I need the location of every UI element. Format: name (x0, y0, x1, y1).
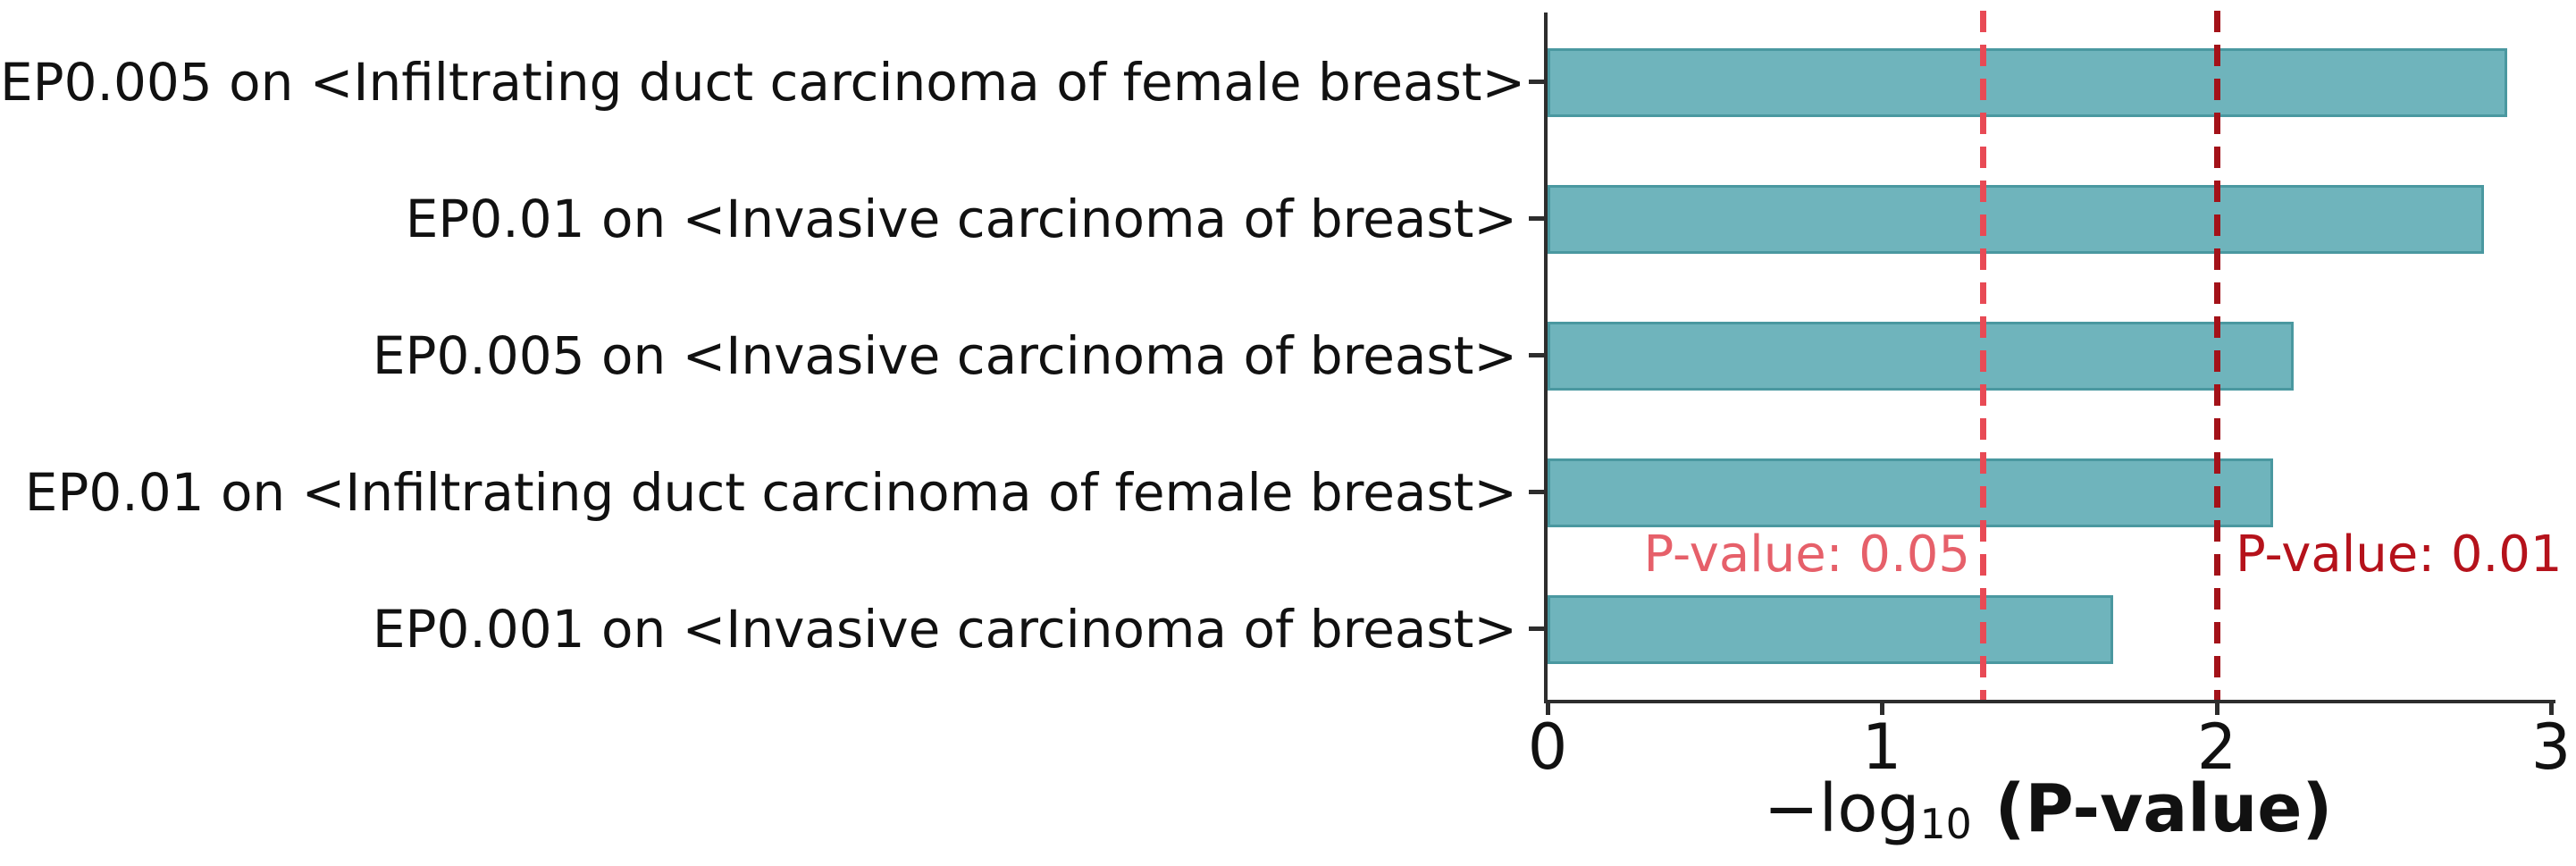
bar (1548, 322, 2294, 391)
category-label: EP0.005 on <Invasive carcinoma of breast… (372, 325, 1517, 386)
x-axis-tick-label: 0 (1527, 710, 1568, 784)
category-label: EP0.001 on <Invasive carcinoma of breast… (372, 599, 1517, 660)
y-axis-tick (1529, 216, 1544, 221)
x-axis-title-log-text: −log (1763, 770, 1920, 847)
y-axis-tick (1529, 490, 1544, 494)
x-axis-title-log-subscript: 10 (1919, 800, 1972, 849)
x-axis-tick (2215, 700, 2219, 715)
x-axis-title: −log10 (P-value) (1544, 770, 2552, 855)
category-label: EP0.005 on <Infiltrating duct carcinoma … (0, 52, 1526, 113)
x-axis-tick-label: 3 (2530, 710, 2572, 784)
y-axis-tick (1529, 80, 1544, 84)
x-axis-tick (1880, 700, 1884, 715)
x-axis-title-pvalue-text: (P-value) (1971, 770, 2333, 847)
reference-line-label: P-value: 0.05 (1643, 525, 1970, 584)
reference-line-label: P-value: 0.01 (2236, 525, 2563, 584)
y-axis-tick (1529, 353, 1544, 357)
x-axis-tick-label: 1 (1861, 710, 1902, 784)
bar (1548, 458, 2273, 527)
category-label: EP0.01 on <Invasive carcinoma of breast> (405, 189, 1517, 249)
x-axis-tick (1546, 700, 1550, 715)
reference-line-0.05 (1980, 11, 1986, 700)
plot-area: 0 1 2 3 P-value: 0.05 P-value: 0.01 (1528, 11, 2571, 783)
x-axis-tick-label: 2 (2196, 710, 2237, 784)
reference-line-0.01 (2214, 11, 2220, 700)
category-label: EP0.01 on <Infiltrating duct carcinoma o… (24, 462, 1517, 523)
y-axis-tick (1529, 626, 1544, 631)
x-axis-tick (2549, 700, 2554, 715)
bar (1548, 595, 2113, 664)
bar (1548, 48, 2507, 117)
bar (1548, 185, 2484, 254)
